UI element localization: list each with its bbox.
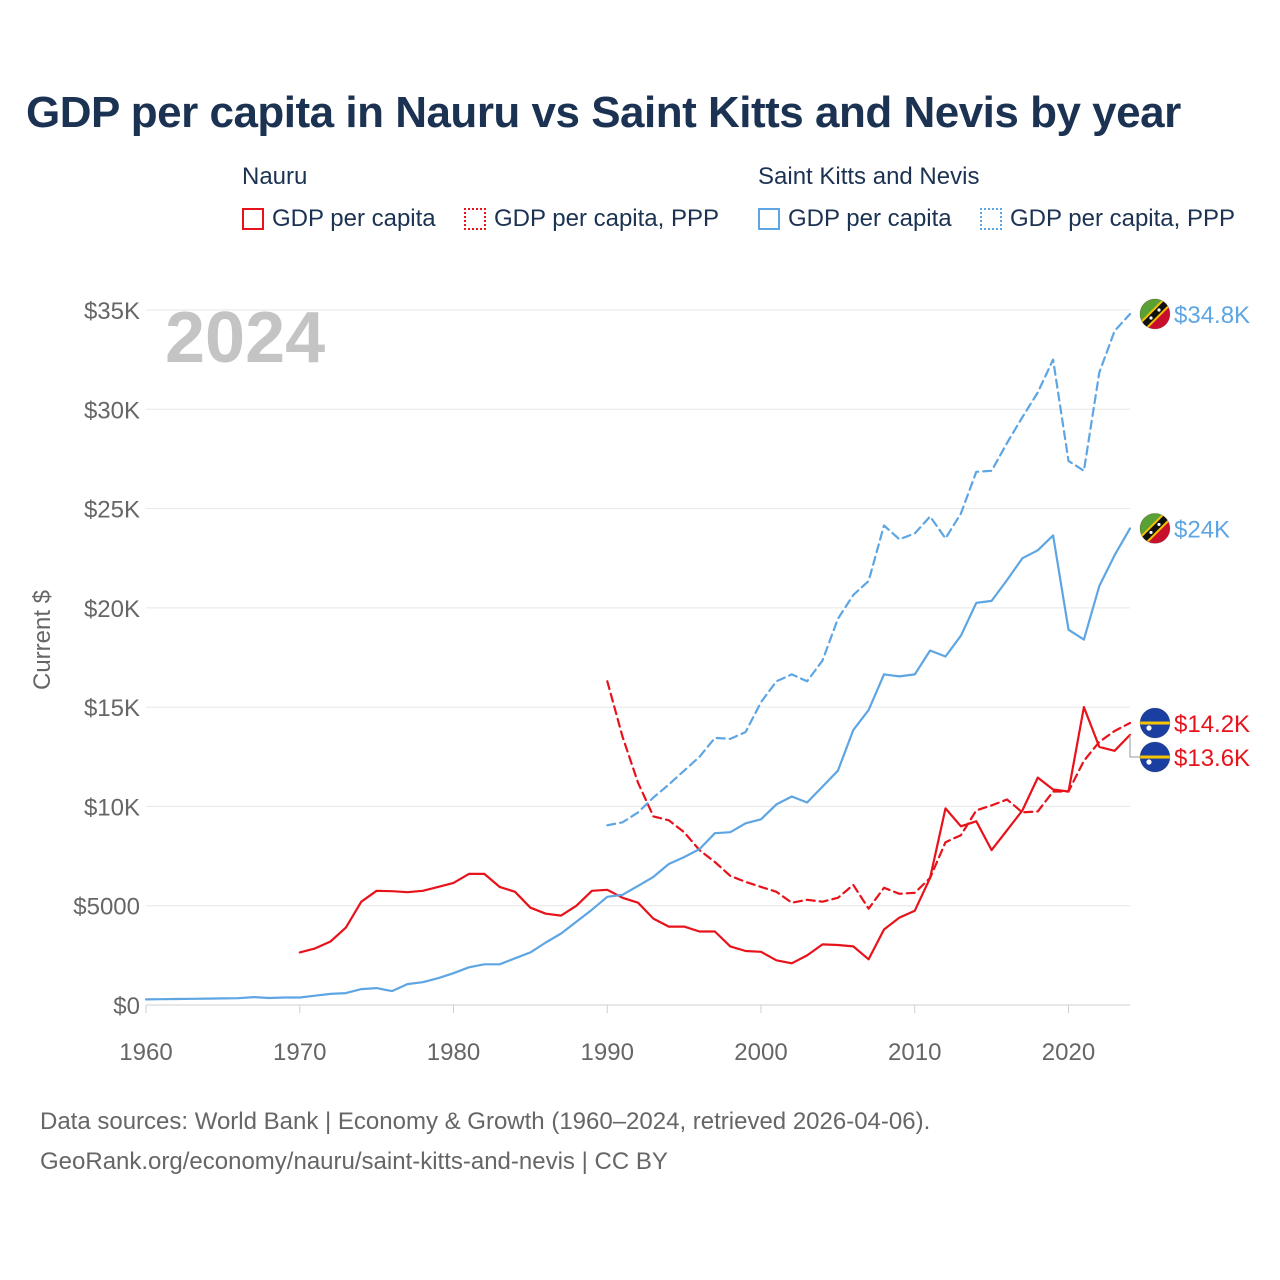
legend-label-nauru-gdp: GDP per capita bbox=[272, 205, 436, 232]
legend-swatch-nauru-ppp bbox=[464, 208, 486, 230]
x-tick-label: 1960 bbox=[119, 1039, 172, 1066]
y-tick-label: $15K bbox=[84, 695, 140, 722]
nauru-flag-icon bbox=[1139, 741, 1171, 773]
legend-swatch-nauru-gdp bbox=[242, 208, 264, 230]
legend-skn-gdp[interactable]: GDP per capita bbox=[758, 205, 952, 233]
legend-nauru-gdp[interactable]: GDP per capita bbox=[242, 205, 436, 233]
nauru-flag-icon bbox=[1139, 707, 1171, 739]
series-end-label-0: $13.6K bbox=[1174, 745, 1250, 772]
y-tick-label: $5000 bbox=[73, 894, 140, 921]
x-tick-label: 1970 bbox=[273, 1039, 326, 1066]
x-tick-label: 1980 bbox=[427, 1039, 480, 1066]
series-line-2[interactable] bbox=[144, 527, 1132, 1001]
y-tick-label: $0 bbox=[113, 993, 140, 1020]
legend-nauru-ppp[interactable]: GDP per capita, PPP bbox=[464, 205, 719, 233]
legend-label-skn-ppp: GDP per capita, PPP bbox=[1010, 205, 1235, 232]
x-tick-label: 2020 bbox=[1042, 1039, 1095, 1066]
series-end-label-1: $14.2K bbox=[1174, 711, 1250, 738]
series-end-label-3: $34.8K bbox=[1174, 302, 1250, 329]
x-tick-label: 2000 bbox=[734, 1039, 787, 1066]
series-end-label-2: $24K bbox=[1174, 516, 1230, 543]
y-tick-label: $25K bbox=[84, 497, 140, 524]
y-tick-label: $20K bbox=[84, 596, 140, 623]
footer-url[interactable]: GeoRank.org/economy/nauru/saint-kitts-an… bbox=[40, 1148, 668, 1175]
y-axis-title: Current $ bbox=[29, 590, 56, 690]
legend-swatch-skn-ppp bbox=[980, 208, 1002, 230]
year-overlay: 2024 bbox=[165, 298, 325, 378]
legend-skn-ppp[interactable]: GDP per capita, PPP bbox=[980, 205, 1235, 233]
x-tick-label: 2010 bbox=[888, 1039, 941, 1066]
legend-group-nauru: Nauru bbox=[242, 163, 308, 190]
footer-sources: Data sources: World Bank | Economy & Gro… bbox=[40, 1108, 931, 1135]
legend-label-nauru-ppp: GDP per capita, PPP bbox=[494, 205, 719, 232]
skn-flag-icon bbox=[1139, 298, 1171, 330]
y-tick-label: $35K bbox=[84, 298, 140, 325]
y-tick-label: $30K bbox=[84, 397, 140, 424]
legend-swatch-skn-gdp bbox=[758, 208, 780, 230]
label-leader-line bbox=[1129, 734, 1140, 758]
series-line-0[interactable] bbox=[298, 705, 1132, 965]
series-line-1[interactable] bbox=[606, 680, 1132, 910]
chart-title: GDP per capita in Nauru vs Saint Kitts a… bbox=[26, 88, 1181, 137]
legend-group-skn: Saint Kitts and Nevis bbox=[758, 163, 980, 190]
series-line-3[interactable] bbox=[606, 312, 1132, 827]
y-tick-label: $10K bbox=[84, 794, 140, 821]
legend-label-skn-gdp: GDP per capita bbox=[788, 205, 952, 232]
skn-flag-icon bbox=[1139, 512, 1171, 544]
x-tick-label: 1990 bbox=[581, 1039, 634, 1066]
